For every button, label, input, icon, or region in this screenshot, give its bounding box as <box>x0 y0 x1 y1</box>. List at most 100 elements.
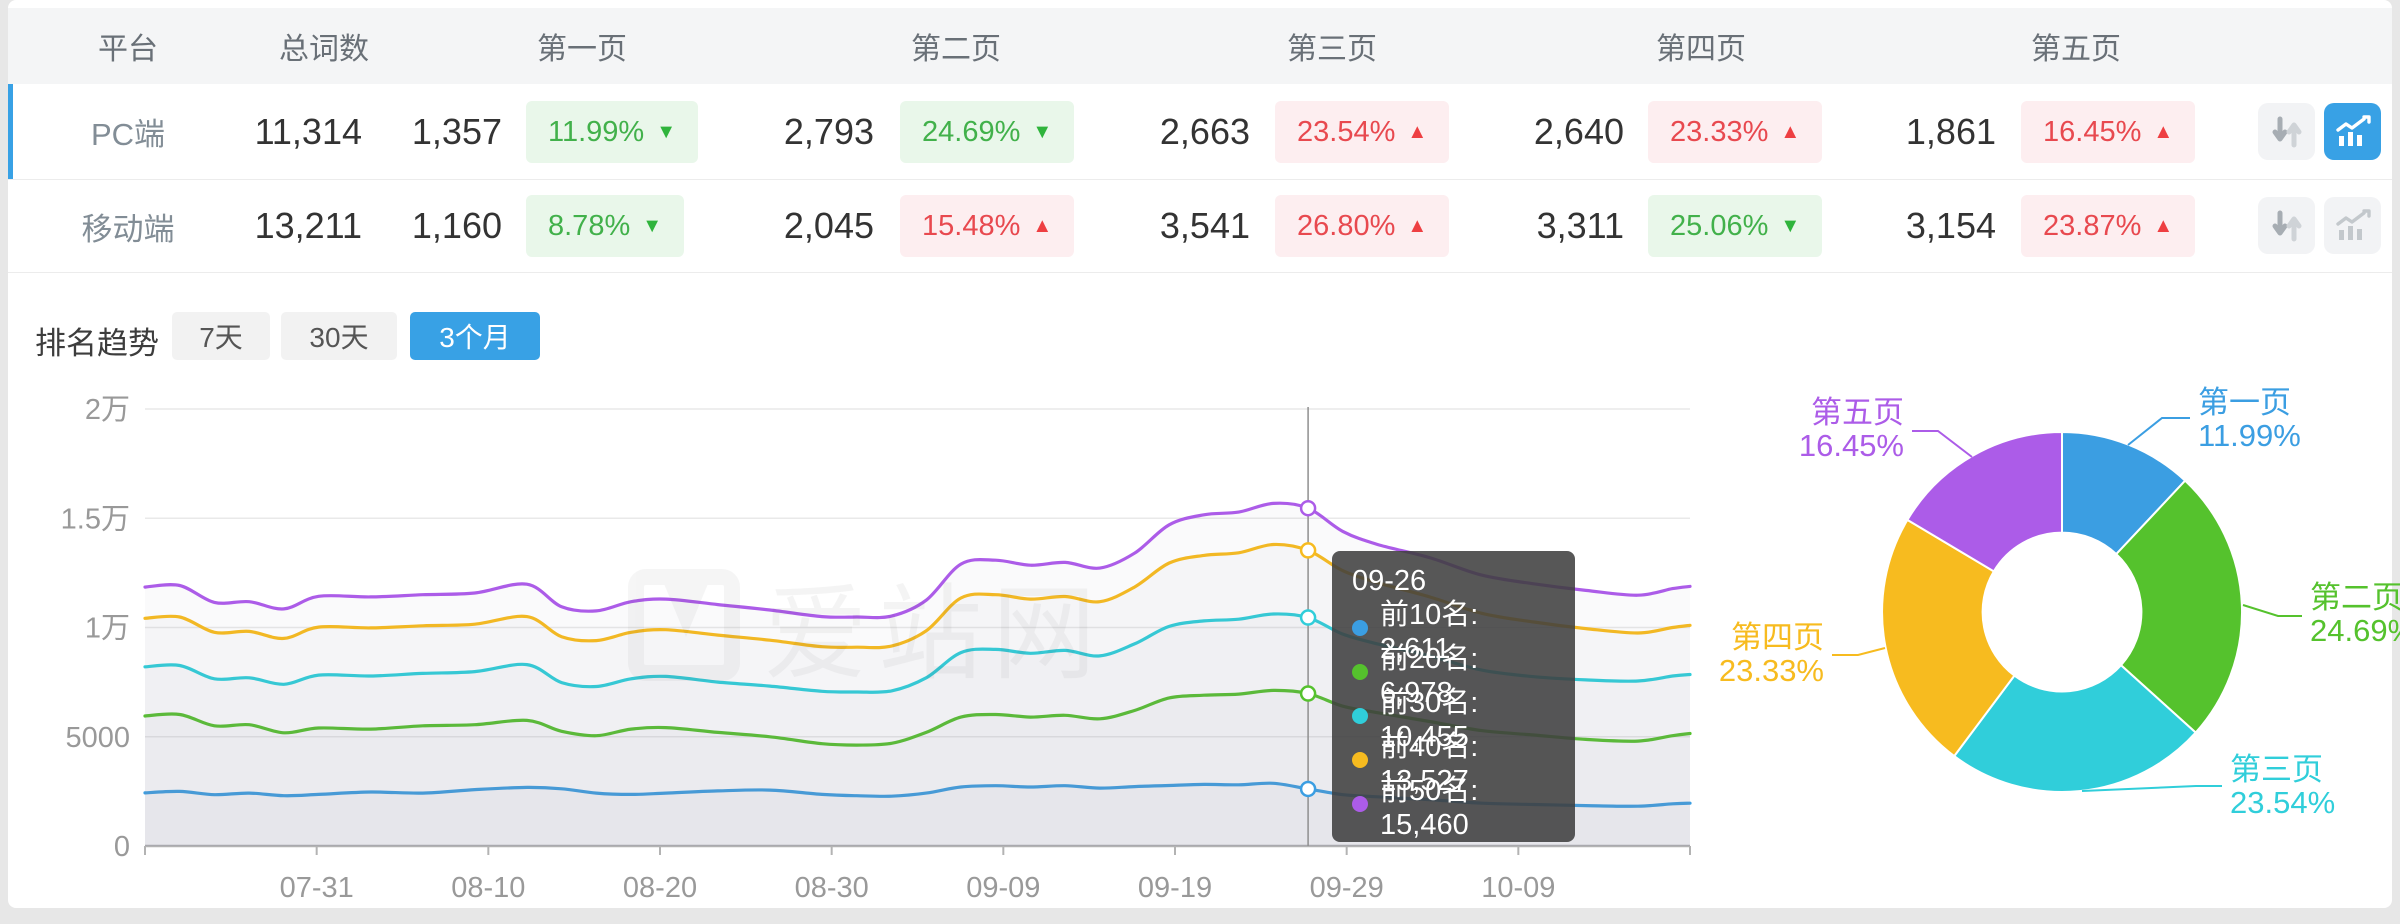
trend-line-前50名 <box>143 501 1692 620</box>
series-dot-icon <box>1352 620 1368 636</box>
tooltip-item-text: 前50名: 15,460 <box>1380 774 1479 841</box>
hover-point <box>1299 499 1317 517</box>
donut-label-line <box>1832 647 1886 656</box>
page2-change-badge: 24.69% ▼ <box>900 101 1075 163</box>
x-axis-label: 09-29 <box>1310 872 1384 904</box>
trend-down-icon: ▼ <box>656 121 677 143</box>
series-dot-icon <box>1352 752 1368 768</box>
donut-label-name: 第五页 <box>1811 395 1904 430</box>
sort-arrows-icon <box>2272 116 2301 147</box>
page4-change-pct: 23.33% <box>1670 115 1769 148</box>
trend-up-icon: ▲ <box>1032 215 1053 237</box>
hover-point <box>1299 609 1317 626</box>
page2-change-badge: 15.48% ▲ <box>900 195 1075 257</box>
tooltip-item-text: 前40名: 13,527 <box>1380 730 1479 797</box>
trend-up-icon: ▲ <box>2153 121 2174 143</box>
tooltip-item: 前50名: 15,460 <box>1352 775 1555 841</box>
page3-count: 2,663 <box>1159 110 1250 152</box>
page5-change-badge: 23.87% ▲ <box>2021 195 2196 257</box>
series-dot-icon <box>1352 664 1368 680</box>
y-axis-label: 1.5万 <box>61 503 130 535</box>
page1-change-pct: 8.78% <box>548 209 631 242</box>
chart-icon <box>2335 208 2371 240</box>
series-dot-icon <box>1352 708 1368 724</box>
donut-label-name: 第二页 <box>2310 580 2400 615</box>
page3-change-badge: 23.54% ▲ <box>1275 101 1450 163</box>
trend-up-icon: ▲ <box>1407 215 1428 237</box>
trend-down-icon: ▼ <box>642 215 663 237</box>
tooltip-date: 09-26 <box>1352 565 1427 597</box>
col-header-page5: 第五页 <box>2031 33 2121 66</box>
range-tab-7d[interactable]: 7天 <box>172 312 270 360</box>
page3-change-badge: 26.80% ▲ <box>1275 195 1450 257</box>
selected-row-indicator <box>8 84 13 179</box>
platform-label: 移动端 <box>81 211 175 247</box>
donut-label-pct: 16.45% <box>1799 428 1904 463</box>
table-header: 平台 总词数 第一页 第二页 第三页 第四页 第五页 <box>8 8 2392 84</box>
tooltip-item-text: 前20名: 6,978 <box>1380 642 1479 709</box>
trend-up-icon: ▲ <box>1780 121 1801 143</box>
page5-count: 1,861 <box>1905 110 1996 152</box>
donut-label-pct: 24.69% <box>2310 613 2400 648</box>
page2-change-pct: 24.69% <box>922 115 1021 148</box>
page2-change-pct: 15.48% <box>922 209 1021 242</box>
x-axis-label: 07-31 <box>280 872 354 904</box>
col-header-platform: 平台 <box>98 33 158 66</box>
page4-count: 3,311 <box>1536 205 1624 246</box>
table-row-mobile[interactable]: 移动端 13,211 1,160 8.78% ▼ 2,045 15.48% ▲ 3,… <box>8 180 2392 273</box>
page1-count: 1,160 <box>411 205 502 246</box>
donut-slice-第五页[interactable] <box>1906 430 2063 573</box>
donut-slice-第四页[interactable] <box>1881 518 2016 758</box>
donut-label-name: 第一页 <box>2198 385 2291 420</box>
hover-point <box>1299 685 1317 702</box>
page2-count: 2,793 <box>783 110 874 152</box>
page5-change-pct: 23.87% <box>2043 209 2142 242</box>
tooltip-item: 前30名: 10,455 <box>1352 687 1555 753</box>
x-axis-label: 08-10 <box>451 872 525 904</box>
y-axis-label: 5000 <box>65 722 130 754</box>
x-axis-label: 10-09 <box>1481 872 1555 904</box>
trend-down-icon: ▼ <box>1032 121 1053 143</box>
page4-change-badge: 25.06% ▼ <box>1648 195 1823 257</box>
page1-count: 1,357 <box>411 110 502 152</box>
sort-button[interactable] <box>2258 103 2315 160</box>
sort-arrows-icon <box>2272 210 2301 241</box>
page2-count: 2,045 <box>783 205 874 246</box>
donut-slice-第三页[interactable] <box>1952 663 2198 793</box>
x-axis-label: 09-19 <box>1138 872 1212 904</box>
page4-change-badge: 23.33% ▲ <box>1648 101 1823 163</box>
page4-change-pct: 25.06% <box>1670 209 1769 242</box>
col-header-page3: 第三页 <box>1287 33 1377 66</box>
page5-count: 3,154 <box>1905 205 1996 246</box>
page3-change-pct: 23.54% <box>1297 115 1396 148</box>
donut-label-name: 第三页 <box>2230 752 2323 787</box>
donut-slice-第二页[interactable] <box>2114 479 2244 735</box>
chart-icon <box>2335 114 2371 146</box>
y-axis-label: 2万 <box>85 394 130 426</box>
total-words: 13,211 <box>254 205 362 246</box>
trend-up-icon: ▲ <box>1407 121 1428 143</box>
col-header-page2: 第二页 <box>911 33 1001 66</box>
y-axis-label: 0 <box>114 831 130 863</box>
trend-down-icon: ▼ <box>1780 215 1801 237</box>
range-tab-3m[interactable]: 3个月 <box>410 312 540 360</box>
series-dot-icon <box>1352 796 1368 812</box>
page1-change-badge: 11.99% ▼ <box>526 101 699 163</box>
donut-label-line <box>2127 417 2190 446</box>
chart-tooltip: 09-26 前10名: 2,611 前20名: 6,978 前30名: 10,455… <box>1332 551 1575 842</box>
table-row-pc[interactable]: PC端 11,314 1,357 11.99% ▼ 2,793 24.69% ▼ 2… <box>8 84 2392 180</box>
donut-label-line <box>2242 604 2302 617</box>
donut-label-line <box>2081 785 2222 792</box>
col-header-page1: 第一页 <box>537 33 627 66</box>
donut-label-name: 第四页 <box>1731 620 1824 655</box>
tooltip-item: 前20名: 6,978 <box>1352 643 1555 709</box>
page1-change-pct: 11.99% <box>548 115 645 148</box>
x-axis-label: 08-30 <box>795 872 869 904</box>
range-tab-30d[interactable]: 30天 <box>281 312 397 360</box>
trend-chart-button[interactable] <box>2324 103 2381 160</box>
sort-button[interactable] <box>2258 197 2315 254</box>
donut-label-pct: 11.99% <box>2198 418 2301 453</box>
trend-chart-button[interactable] <box>2324 197 2381 254</box>
